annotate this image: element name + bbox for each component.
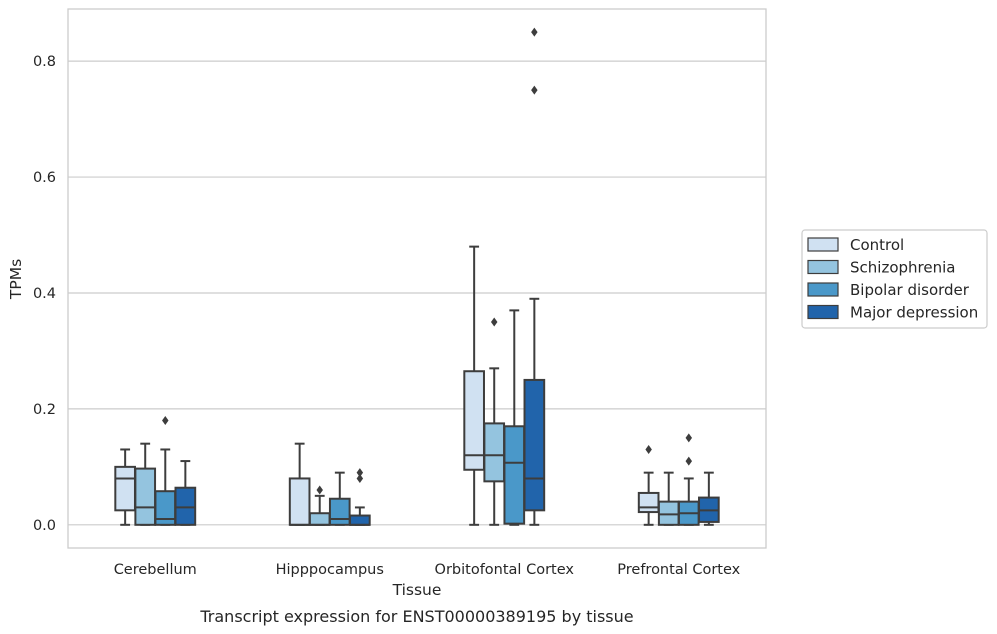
box-1-0 <box>288 442 311 526</box>
y-gridlines <box>68 60 766 526</box>
box-body <box>463 370 485 471</box>
box-1-2 <box>328 471 351 526</box>
x-tick-label: Cerebellum <box>114 562 197 578</box>
legend-label: Major depression <box>850 304 978 322</box>
legend-swatch <box>807 304 839 320</box>
x-tick-label: Prefrontal Cortex <box>617 562 740 578</box>
box-body <box>174 486 197 526</box>
box-body <box>483 422 506 483</box>
box-body <box>134 467 157 526</box>
legend-swatch <box>807 259 839 275</box>
box-body <box>523 378 546 512</box>
box-1-1 <box>308 485 331 526</box>
y-tick-labels: 0.0 0.2 0.4 0.6 0.8 <box>33 54 56 534</box>
box-2-2 <box>503 309 526 526</box>
outlier-point <box>685 433 693 443</box>
y-tick-label: 0.0 <box>33 518 56 534</box>
x-tick-label: Orbitofontal Cortex <box>435 562 575 578</box>
box-3-2 <box>677 433 700 526</box>
legend-swatch <box>807 282 839 297</box>
box-3-0 <box>637 444 660 526</box>
outlier-point <box>490 317 498 327</box>
box-3-3 <box>698 471 720 526</box>
outlier-point <box>685 456 693 466</box>
outlier-point <box>162 415 169 425</box>
chart-caption: Transcript expression for ENST0000038919… <box>199 607 633 626</box>
outlier-point <box>531 27 538 37</box>
box-body <box>114 465 136 512</box>
box-2-3 <box>523 27 546 526</box>
box-body <box>288 477 311 526</box>
legend-frame <box>801 229 988 329</box>
box-2-1 <box>483 317 506 526</box>
legend-label: Schizophrenia <box>850 259 955 277</box>
box-groups <box>114 27 720 526</box>
x-axis-label: Tissue <box>392 581 442 599</box>
outlier-point <box>356 468 364 478</box>
outlier-point <box>356 473 364 483</box>
x-tick-labels: Cerebellum Hipppocampus Orbitofontal Corte… <box>114 562 741 578</box>
y-axis-label: TPMs <box>7 259 25 300</box>
box-body <box>657 500 680 526</box>
outlier-point <box>316 485 323 495</box>
outlier-point <box>531 85 538 95</box>
legend-swatch <box>807 237 839 252</box>
box-0-1 <box>134 442 157 526</box>
box-0-2 <box>154 415 177 526</box>
box-body <box>349 514 371 526</box>
legend-label: Control <box>850 236 904 254</box>
y-tick-label: 0.6 <box>33 170 56 186</box>
box-body <box>308 512 331 526</box>
y-tick-label: 0.4 <box>33 286 56 302</box>
box-body <box>637 491 660 514</box>
box-2-0 <box>463 245 485 526</box>
x-tick-label: Hipppocampus <box>276 562 384 578</box>
plot-frame <box>67 8 767 549</box>
box-body <box>328 497 351 526</box>
y-tick-label: 0.2 <box>33 402 56 418</box>
box-3-1 <box>657 471 680 526</box>
box-0-0 <box>114 448 136 526</box>
box-0-3 <box>174 460 197 526</box>
legend: Control Schizophrenia Bipolar disorder Majo… <box>801 229 988 329</box>
box-body <box>503 425 526 525</box>
legend-label: Bipolar disorder <box>850 281 970 299</box>
outlier-point <box>645 444 652 454</box>
y-tick-label: 0.8 <box>33 54 56 70</box>
box-1-3 <box>349 468 371 526</box>
